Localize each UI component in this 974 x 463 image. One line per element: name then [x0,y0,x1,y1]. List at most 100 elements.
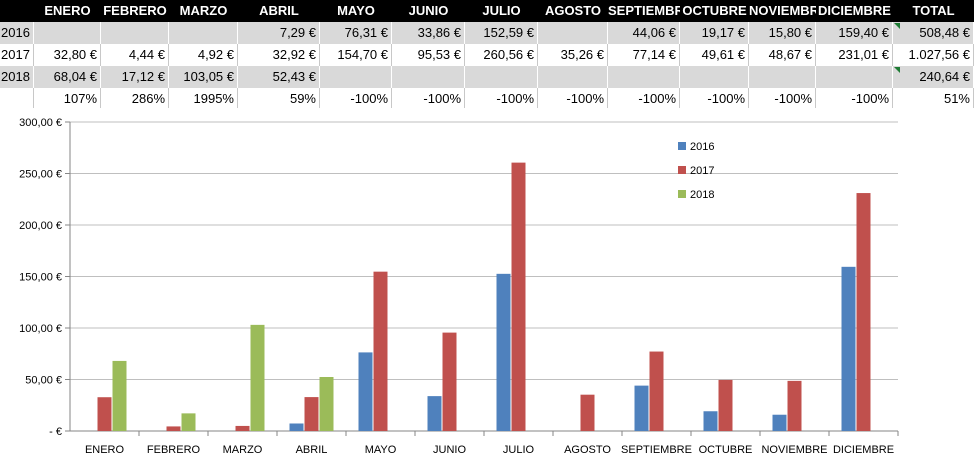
table-cell[interactable]: 231,01 € [816,44,893,66]
table-cell[interactable]: 32,80 € [34,44,101,66]
table-cell[interactable] [816,66,893,88]
table-cell[interactable] [320,66,392,88]
table-cell[interactable]: 4,44 € [101,44,169,66]
column-header[interactable]: DICIEMBRE [816,0,893,22]
bar-2017-enero [97,397,112,431]
table-cell[interactable]: 4,92 € [169,44,238,66]
column-header[interactable]: AGOSTO [538,0,608,22]
table-cell[interactable]: 44,06 € [608,22,680,44]
table-cell[interactable]: 52,43 € [238,66,320,88]
column-header[interactable]: SEPTIEMBRE [608,0,680,22]
bar-2017-octubre [718,379,733,431]
table-cell[interactable]: 95,53 € [392,44,465,66]
column-header[interactable]: MARZO [169,0,238,22]
legend-label: 2016 [690,141,714,153]
row-label[interactable]: 2018 [0,66,34,88]
table-cell[interactable] [34,22,101,44]
x-tick-label: SEPTIEMBRE [621,444,692,456]
table-cell[interactable]: 154,70 € [320,44,392,66]
x-tick-label: JUNIO [433,444,466,456]
table-cell[interactable] [392,66,465,88]
y-tick-label: 50,00 € [25,375,62,387]
table-cell[interactable]: 15,80 € [749,22,816,44]
column-header[interactable]: OCTUBRE [680,0,749,22]
legend-label: 2017 [690,165,714,177]
table-cell[interactable]: 286% [101,88,169,108]
table-cell[interactable]: 33,86 € [392,22,465,44]
legend-swatch-2016 [678,142,686,150]
table-cell[interactable]: 48,67 € [749,44,816,66]
table-cell[interactable]: 59% [238,88,320,108]
table-cell[interactable]: 103,05 € [169,66,238,88]
x-tick-label: ENERO [85,444,125,456]
row-label[interactable]: 2016 [0,22,34,44]
table-cell[interactable]: 76,31 € [320,22,392,44]
table-cell[interactable] [538,66,608,88]
table-cell[interactable] [680,66,749,88]
column-header[interactable]: MAYO [320,0,392,22]
bar-2017-mayo [373,271,388,431]
row-label[interactable] [0,88,34,108]
x-tick-label: OCTUBRE [699,444,753,456]
y-tick-label: 150,00 € [19,272,62,284]
column-header[interactable]: TOTAL [893,0,974,22]
x-tick-label: MAYO [365,444,397,456]
x-tick-label: MARZO [223,444,263,456]
bar-2018-febrero [181,413,196,431]
table-cell[interactable]: 32,92 € [238,44,320,66]
y-tick-label: 300,00 € [19,117,62,129]
table-cell[interactable]: -100% [749,88,816,108]
column-header[interactable]: NOVIEMBRE [749,0,816,22]
legend-swatch-2018 [678,190,686,198]
bar-2017-junio [442,332,457,431]
spreadsheet-table: ENERO FEBRERO MARZO ABRIL MAYO JUNIO JULIO AGOS… [0,0,974,108]
bar-2017-septiembre [649,351,664,431]
table-cell[interactable] [749,66,816,88]
column-header[interactable]: ABRIL [238,0,320,22]
column-header[interactable]: FEBRERO [101,0,169,22]
x-tick-label: JULIO [503,444,535,456]
header-corner-cell[interactable] [0,0,34,22]
table-cell[interactable]: 260,56 € [465,44,538,66]
bar-2018-enero [112,360,127,431]
table-cell[interactable]: 17,12 € [101,66,169,88]
table-cell[interactable]: 19,17 € [680,22,749,44]
table-cell[interactable]: 508,48 € [893,22,974,44]
column-header[interactable]: JULIO [465,0,538,22]
table-cell[interactable]: 107% [34,88,101,108]
bar-2016-junio [427,396,442,431]
table-cell[interactable]: 68,04 € [34,66,101,88]
table-cell[interactable]: -100% [320,88,392,108]
table-cell[interactable]: -100% [538,88,608,108]
table-cell[interactable]: 77,14 € [608,44,680,66]
row-label[interactable]: 2017 [0,44,34,66]
table-cell[interactable]: 7,29 € [238,22,320,44]
table-cell[interactable]: -100% [816,88,893,108]
table-cell[interactable] [101,22,169,44]
table-cell[interactable]: 159,40 € [816,22,893,44]
column-header[interactable]: ENERO [34,0,101,22]
table-cell[interactable]: -100% [680,88,749,108]
table-cell[interactable]: 35,26 € [538,44,608,66]
bar-2016-julio [496,273,511,431]
bar-2017-noviembre [787,380,802,431]
bar-2016-noviembre [772,414,787,431]
y-tick-label: - € [49,426,62,438]
table-cell[interactable] [538,22,608,44]
table-cell[interactable]: 1995% [169,88,238,108]
table-cell[interactable]: 240,64 € [893,66,974,88]
bar-2017-abril [304,397,319,431]
table-cell[interactable] [169,22,238,44]
table-cell[interactable]: -100% [392,88,465,108]
table-cell[interactable] [608,66,680,88]
table-cell[interactable] [465,66,538,88]
table-cell[interactable]: -100% [465,88,538,108]
table-cell[interactable]: 49,61 € [680,44,749,66]
table-cell[interactable]: 152,59 € [465,22,538,44]
x-tick-label: FEBRERO [147,444,201,456]
table-cell[interactable]: 1.027,56 € [893,44,974,66]
table-cell[interactable]: -100% [608,88,680,108]
column-header[interactable]: JUNIO [392,0,465,22]
y-tick-label: 200,00 € [19,220,62,232]
table-cell[interactable]: 51% [893,88,974,108]
